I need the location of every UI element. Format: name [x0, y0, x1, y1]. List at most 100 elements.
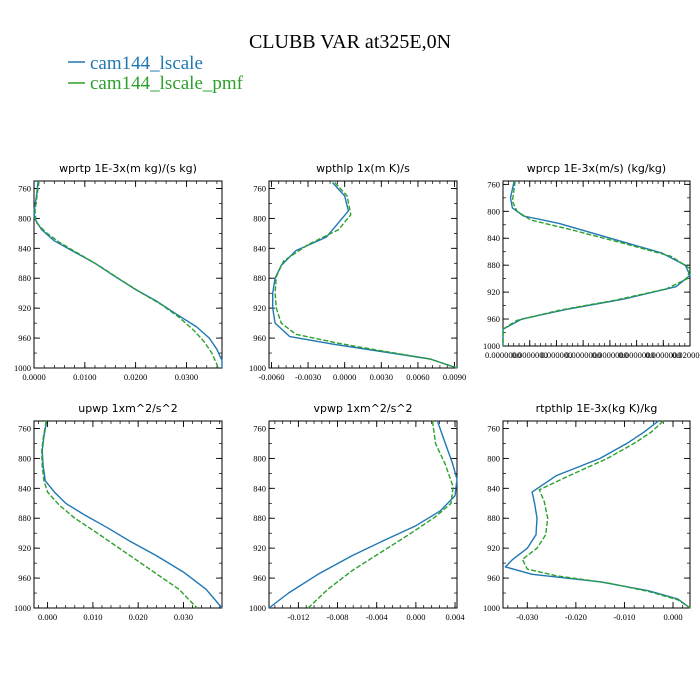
x-tick-label: -0.008 — [327, 612, 349, 622]
x-tick-label: 0.010 — [83, 612, 102, 622]
x-tick-label: -0.0060 — [258, 372, 284, 382]
x-tick-label: 0.004 — [445, 612, 465, 622]
y-tick-label: 920 — [253, 303, 266, 313]
y-tick-label: 760 — [253, 183, 266, 193]
x-tick-label: 0.000 — [38, 612, 57, 622]
x-tick-label: 0.030 — [174, 612, 193, 622]
panel-title: vpwp 1xm^2/s^2 — [313, 402, 412, 415]
y-tick-label: 1000 — [14, 603, 31, 613]
y-tick-label: 920 — [253, 543, 266, 553]
y-tick-label: 800 — [487, 206, 500, 216]
y-tick-label: 1000 — [249, 603, 266, 613]
x-tick-label: -0.004 — [366, 612, 389, 622]
panel-title: wprcp 1E-3x(m/s) (kg/kg) — [527, 162, 666, 175]
panel-4: vpwp 1xm^2/s^2 760 800 840 880 920 960 1000 -0.0… — [249, 402, 465, 622]
panel-title: rtpthlp 1E-3x(kg K)/kg — [536, 402, 658, 415]
y-tick-label: 840 — [253, 483, 266, 493]
y-tick-label: 800 — [18, 453, 31, 463]
plot-frame — [33, 180, 223, 369]
y-tick-label: 800 — [253, 453, 266, 463]
y-tick-label: 840 — [487, 233, 500, 243]
x-tick-label: 0.0030 — [370, 372, 393, 382]
series-line-0 — [268, 420, 458, 609]
series-line-1 — [307, 420, 454, 609]
y-tick-label: 760 — [487, 423, 500, 433]
x-tick-label: 0.0000000 — [565, 350, 601, 360]
y-tick-label: 1000 — [483, 341, 500, 351]
legend: cam144_lscale cam144_lscale_pmf — [68, 53, 244, 94]
y-tick-label: 760 — [253, 423, 266, 433]
series-line-1 — [34, 180, 219, 369]
y-tick-label: 920 — [487, 543, 500, 553]
y-tick-label: 960 — [253, 573, 266, 583]
x-tick-label: 0.0060 — [406, 372, 429, 382]
series-line-1 — [521, 420, 691, 609]
panel-1: wpthlp 1x(m K)/s7608008408809209601000-0… — [249, 162, 466, 382]
y-tick-label: 960 — [487, 314, 500, 324]
y-tick-label: 880 — [253, 513, 266, 523]
x-tick-label: -0.012 — [287, 612, 309, 622]
y-tick-label: 880 — [18, 273, 31, 283]
panels: wprtp 1E-3x(m kg)/(s kg) 760 800 840 880 920 9… — [14, 162, 700, 622]
y-tick-label: 840 — [487, 483, 500, 493]
plot-frame — [268, 180, 458, 369]
panel-title: upwp 1xm^2/s^2 — [78, 402, 178, 415]
x-tick-label: -0.010 — [613, 612, 635, 622]
x-tick-label: 0.000000 — [540, 350, 572, 360]
x-tick-label: 0.000 — [663, 612, 682, 622]
y-tick-label: 800 — [253, 213, 266, 223]
x-tick-label: 0.0000000 — [485, 350, 521, 360]
y-tick-label: 1000 — [14, 363, 31, 373]
x-tick-label: 0.000 — [406, 612, 425, 622]
y-tick-label: 760 — [487, 179, 500, 189]
y-tick-label: 960 — [253, 333, 266, 343]
y-tick-label: 1000 — [249, 363, 266, 373]
panel-3: upwp 1xm^2/s^2 760 800 840 880 920 960 1000 0.00… — [14, 402, 223, 622]
series-line-0 — [272, 182, 458, 369]
y-tick-label: 920 — [487, 287, 500, 297]
y-tick-label: 960 — [18, 333, 31, 343]
series-line-0 — [41, 420, 223, 609]
y-tick-label: 960 — [487, 573, 500, 583]
x-tick-label: 0.0100 — [73, 372, 96, 382]
x-tick-label: 0.0090 — [443, 372, 466, 382]
y-tick-label: 960 — [18, 573, 31, 583]
series-line-1 — [41, 420, 198, 609]
y-tick-label: 880 — [487, 260, 500, 270]
y-tick-label: 760 — [18, 183, 31, 193]
y-tick-label: 760 — [18, 423, 31, 433]
legend-label-1: cam144_lscale_pmf — [90, 73, 244, 94]
panel-2: wprcp 1E-3x(m/s) (kg/kg) 760 800 840 880 920 9… — [483, 162, 700, 360]
x-tick-label: 0.0000000 — [619, 350, 655, 360]
panel-title: wpthlp 1x(m K)/s — [316, 162, 410, 175]
x-tick-label: -0.020 — [565, 612, 587, 622]
x-tick-label: 0.0000000 — [512, 350, 548, 360]
series-line-1 — [274, 182, 458, 369]
x-tick-label: 0.020 — [129, 612, 148, 622]
x-tick-label: -0.030 — [516, 612, 538, 622]
series-line-0 — [504, 420, 691, 609]
x-tick-label: -0.0030 — [295, 372, 321, 382]
y-tick-label: 920 — [18, 303, 31, 313]
y-tick-label: 840 — [18, 243, 31, 253]
series-line-0 — [33, 180, 223, 368]
legend-label-0: cam144_lscale — [90, 53, 203, 74]
plot-frame — [268, 420, 458, 609]
y-tick-label: 880 — [253, 273, 266, 283]
x-tick-label: 0.0000 — [22, 372, 45, 382]
y-tick-label: 800 — [18, 213, 31, 223]
series-line-0 — [502, 180, 691, 346]
plot-frame — [502, 180, 691, 347]
plot-frame — [502, 420, 691, 609]
x-tick-label: 0.0000 — [333, 372, 356, 382]
y-tick-label: 880 — [18, 513, 31, 523]
figure-title: CLUBB VAR at325E,0N — [249, 31, 451, 53]
y-tick-label: 840 — [253, 243, 266, 253]
panel-title: wprtp 1E-3x(m kg)/(s kg) — [59, 162, 197, 175]
y-tick-label: 800 — [487, 453, 500, 463]
plot-frame — [33, 420, 223, 609]
y-tick-label: 920 — [18, 543, 31, 553]
panel-0: wprtp 1E-3x(m kg)/(s kg) 760 800 840 880 920 9… — [14, 162, 223, 382]
x-tick-label: 0.0000000 — [592, 350, 628, 360]
